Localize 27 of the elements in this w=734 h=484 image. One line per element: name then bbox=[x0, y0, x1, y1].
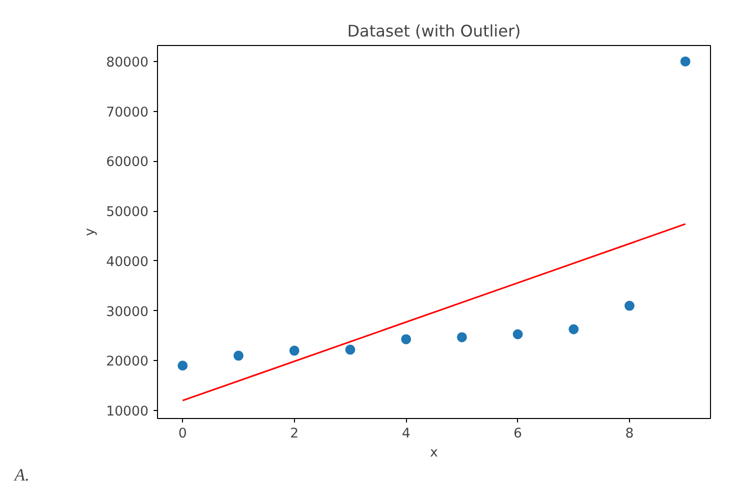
point bbox=[512, 329, 523, 340]
point bbox=[289, 346, 300, 356]
x-tick-label: 0 bbox=[178, 426, 187, 442]
point bbox=[624, 300, 635, 311]
y-tick-label: 70000 bbox=[106, 105, 149, 120]
x-tick-label: 8 bbox=[625, 426, 634, 442]
x-tick-label: 2 bbox=[290, 426, 299, 442]
y-tick-label: 60000 bbox=[106, 155, 149, 170]
x-tick-label: 6 bbox=[514, 426, 522, 442]
x-axis-title: x bbox=[430, 446, 438, 460]
y-tick-label: 30000 bbox=[106, 304, 149, 320]
y-tick-label: 10000 bbox=[106, 404, 149, 420]
y-tick-label: 50000 bbox=[106, 205, 149, 220]
y-tick-label: 40000 bbox=[106, 254, 149, 270]
y-tick-label: 80000 bbox=[106, 55, 149, 70]
point bbox=[178, 360, 188, 371]
y-tick-label: 20000 bbox=[106, 354, 149, 370]
chart-title: Dataset (with Outlier) bbox=[347, 22, 521, 40]
point bbox=[680, 56, 690, 66]
point bbox=[233, 350, 244, 361]
point bbox=[456, 332, 467, 342]
y-axis-title: y bbox=[83, 228, 98, 236]
point bbox=[345, 344, 356, 355]
point bbox=[568, 324, 579, 334]
text: A. bbox=[14, 466, 30, 484]
point bbox=[401, 334, 412, 344]
x-tick-label: 4 bbox=[402, 426, 410, 442]
